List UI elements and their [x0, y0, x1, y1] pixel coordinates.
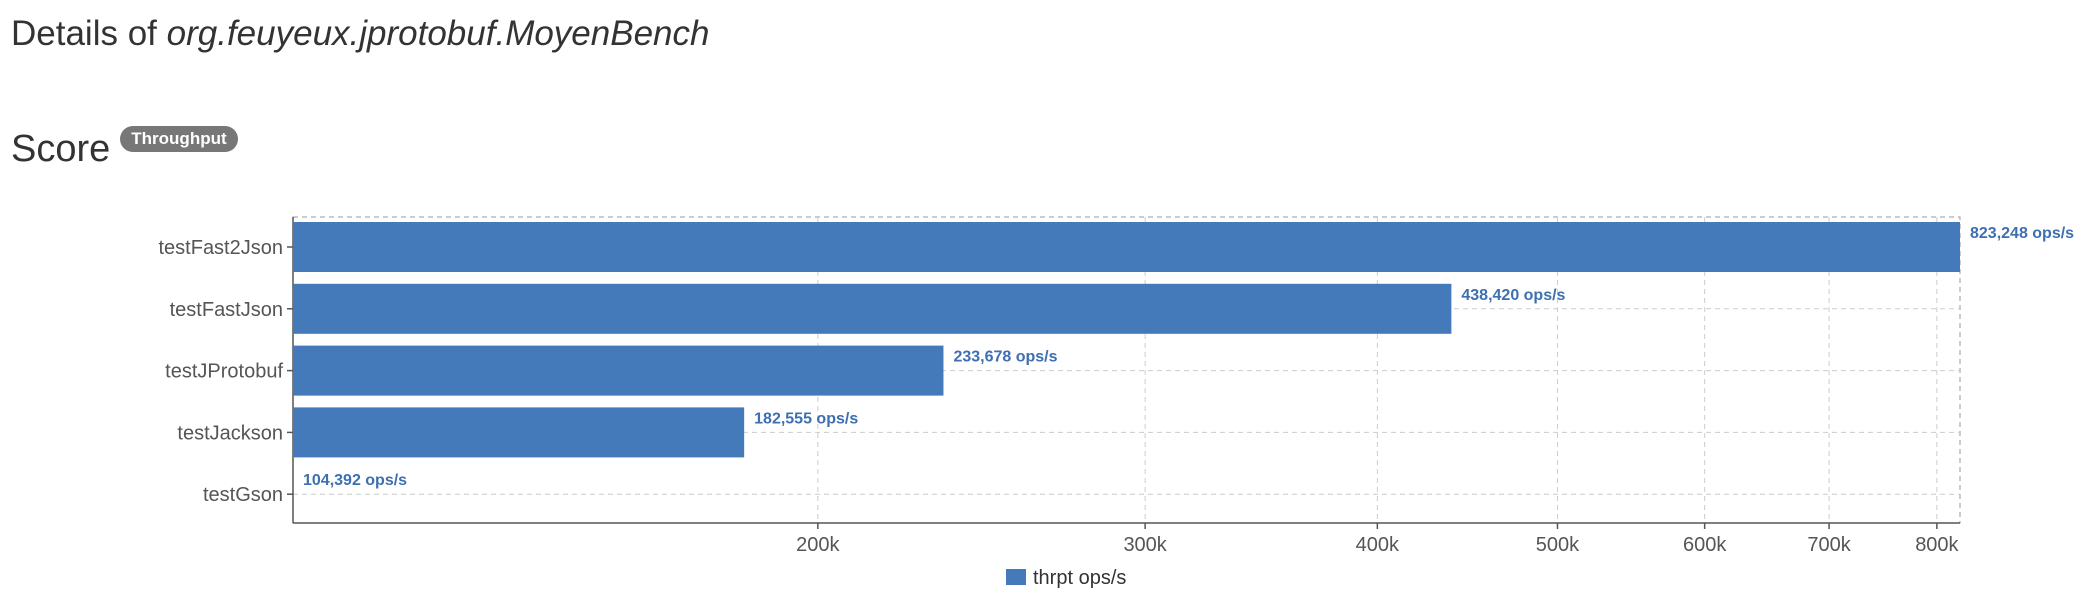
- category-label: testJProtobuf: [165, 361, 283, 383]
- score-heading: Score Throughput: [11, 126, 238, 171]
- data-label: 182,555 ops/s: [754, 410, 858, 427]
- score-title: Score: [11, 128, 111, 170]
- benchmark-class-name: org.feuyeux.jprotobuf.MoyenBench: [166, 14, 710, 53]
- data-label: 438,420 ops/s: [1461, 287, 1565, 304]
- bar: [293, 345, 944, 396]
- data-label: 104,392 ops/s: [303, 472, 407, 489]
- data-label: 823,248 ops/s: [1970, 225, 2074, 242]
- x-tick-label: 300k: [1123, 534, 1167, 556]
- page-title: Details of org.feuyeux.jprotobuf.MoyenBe…: [11, 14, 709, 54]
- x-tick-label: 700k: [1807, 534, 1851, 556]
- x-tick-label: 800k: [1915, 534, 1959, 556]
- category-label: testJackson: [177, 422, 283, 444]
- legend-swatch: [1006, 569, 1026, 585]
- category-label: testGson: [203, 484, 283, 506]
- x-tick-label: 600k: [1683, 534, 1727, 556]
- legend-label: thrpt ops/s: [1033, 567, 1126, 589]
- bar: [293, 407, 745, 458]
- mode-badge: Throughput: [120, 126, 238, 152]
- category-label: testFast2Json: [158, 237, 283, 259]
- x-tick-label: 400k: [1356, 534, 1400, 556]
- x-tick-label: 200k: [796, 534, 840, 556]
- bar: [293, 283, 1452, 334]
- data-label: 233,678 ops/s: [953, 349, 1057, 366]
- category-label: testFastJson: [170, 299, 283, 321]
- title-prefix: Details of: [11, 14, 157, 53]
- x-tick-label: 500k: [1536, 534, 1580, 556]
- bar: [293, 222, 1960, 272]
